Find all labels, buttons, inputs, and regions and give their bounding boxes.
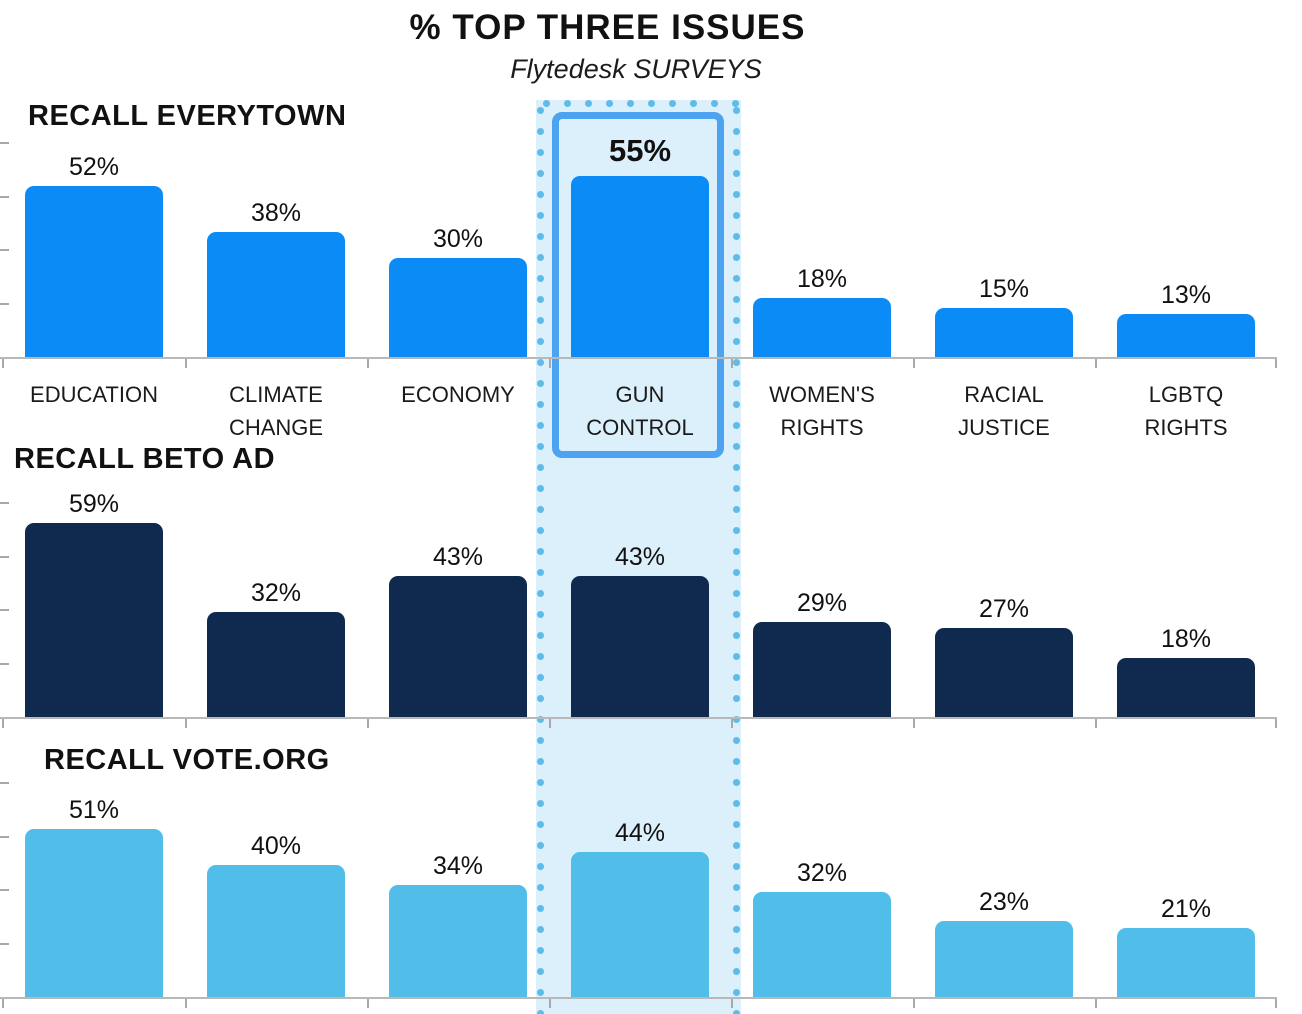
value-label-economy-recall-vote-org: 34% — [432, 852, 484, 880]
x-axis — [0, 717, 1277, 719]
y-axis-tick — [0, 249, 9, 251]
bar-gun-control-recall-vote-org — [571, 852, 709, 997]
panel-title-recall-everytown: RECALL EVERYTOWN — [28, 100, 347, 132]
bar-women-s-rights-recall-everytown — [753, 298, 891, 357]
x-axis-tick — [185, 359, 187, 368]
value-label-gun-control-recall-everytown: 55% — [608, 133, 672, 168]
x-axis-tick — [1095, 359, 1097, 368]
bar-education-recall-vote-org — [25, 829, 163, 997]
x-axis-tick — [549, 719, 551, 728]
bar-economy-recall-beto-ad — [389, 576, 527, 717]
bar-racial-justice-recall-beto-ad — [935, 628, 1073, 717]
bar-lgbtq-rights-recall-everytown — [1117, 314, 1255, 357]
y-axis-tick — [0, 609, 9, 611]
x-axis-tick — [1095, 999, 1097, 1008]
category-label-climate-change: CLIMATE CHANGE — [228, 382, 324, 440]
y-axis-tick — [0, 836, 9, 838]
x-axis-tick — [731, 359, 733, 368]
x-axis-tick — [913, 719, 915, 728]
bar-gun-control-recall-beto-ad — [571, 576, 709, 717]
x-axis-tick — [367, 719, 369, 728]
x-axis-tick — [2, 359, 4, 368]
x-axis-tick — [1275, 719, 1277, 728]
value-label-education-recall-everytown: 52% — [68, 153, 120, 181]
value-label-education-recall-vote-org: 51% — [68, 796, 120, 824]
value-label-lgbtq-rights-recall-beto-ad: 18% — [1160, 625, 1212, 653]
value-label-racial-justice-recall-everytown: 15% — [978, 275, 1030, 303]
x-axis-tick — [185, 719, 187, 728]
value-label-climate-change-recall-everytown: 38% — [250, 199, 302, 227]
category-label-racial-justice: RACIAL JUSTICE — [958, 382, 1050, 440]
value-label-racial-justice-recall-beto-ad: 27% — [978, 595, 1030, 623]
panel-title-recall-beto-ad: RECALL BETO AD — [14, 443, 276, 475]
value-label-climate-change-recall-vote-org: 40% — [250, 832, 302, 860]
bar-racial-justice-recall-everytown — [935, 308, 1073, 357]
x-axis — [0, 997, 1277, 999]
value-label-economy-recall-everytown: 30% — [432, 225, 484, 253]
y-axis-tick — [0, 889, 9, 891]
bar-women-s-rights-recall-beto-ad — [753, 622, 891, 717]
bar-education-recall-everytown — [25, 186, 163, 357]
category-label-lgbtq-rights: LGBTQ RIGHTS — [1144, 382, 1228, 440]
value-label-education-recall-beto-ad: 59% — [68, 490, 120, 518]
bar-climate-change-recall-vote-org — [207, 865, 345, 997]
x-axis-tick — [731, 719, 733, 728]
x-axis-tick — [731, 999, 733, 1008]
category-label-education: EDUCATION — [30, 382, 158, 407]
y-axis-tick — [0, 303, 9, 305]
value-label-lgbtq-rights-recall-everytown: 13% — [1160, 281, 1212, 309]
bar-climate-change-recall-everytown — [207, 232, 345, 357]
chart-subtitle: Flytedesk SURVEYS — [510, 54, 762, 84]
x-axis-tick — [2, 719, 4, 728]
value-label-women-s-rights-recall-everytown: 18% — [796, 265, 848, 293]
bar-climate-change-recall-beto-ad — [207, 612, 345, 717]
highlight-band-dotted-border-left — [536, 100, 545, 1014]
category-label-economy: ECONOMY — [401, 382, 515, 407]
x-axis-tick — [913, 999, 915, 1008]
bar-racial-justice-recall-vote-org — [935, 921, 1073, 997]
value-label-economy-recall-beto-ad: 43% — [432, 543, 484, 571]
gun-control-callout-box — [552, 112, 724, 458]
bar-economy-recall-everytown — [389, 258, 527, 357]
x-axis-tick — [367, 999, 369, 1008]
x-axis — [0, 357, 1277, 359]
value-label-lgbtq-rights-recall-vote-org: 21% — [1160, 895, 1212, 923]
y-axis-tick — [0, 142, 9, 144]
value-label-gun-control-recall-vote-org: 44% — [614, 819, 666, 847]
y-axis-tick — [0, 556, 9, 558]
highlight-band-dotted-border-top — [536, 99, 741, 108]
y-axis-tick — [0, 782, 9, 784]
x-axis-tick — [2, 999, 4, 1008]
value-label-climate-change-recall-beto-ad: 32% — [250, 579, 302, 607]
x-axis-tick — [1095, 719, 1097, 728]
chart-title: % TOP THREE ISSUES — [409, 8, 806, 47]
value-label-gun-control-recall-beto-ad: 43% — [614, 543, 666, 571]
value-label-women-s-rights-recall-vote-org: 32% — [796, 859, 848, 887]
y-axis-tick — [0, 943, 9, 945]
y-axis-tick — [0, 502, 9, 504]
bar-education-recall-beto-ad — [25, 523, 163, 717]
highlight-band-dotted-border-right — [732, 100, 741, 1014]
bar-economy-recall-vote-org — [389, 885, 527, 997]
x-axis-tick — [1275, 999, 1277, 1008]
category-label-gun-control: GUN CONTROL — [586, 382, 694, 440]
y-axis-tick — [0, 196, 9, 198]
bar-women-s-rights-recall-vote-org — [753, 892, 891, 997]
x-axis-tick — [913, 359, 915, 368]
category-label-women-s-rights: WOMEN'S RIGHTS — [769, 382, 875, 440]
bar-gun-control-recall-everytown — [571, 176, 709, 357]
bar-lgbtq-rights-recall-beto-ad — [1117, 658, 1255, 717]
y-axis-tick — [0, 663, 9, 665]
bar-lgbtq-rights-recall-vote-org — [1117, 928, 1255, 997]
x-axis-tick — [1275, 359, 1277, 368]
x-axis-tick — [549, 999, 551, 1008]
value-label-women-s-rights-recall-beto-ad: 29% — [796, 589, 848, 617]
panel-title-recall-vote-org: RECALL VOTE.ORG — [44, 744, 330, 776]
value-label-racial-justice-recall-vote-org: 23% — [978, 888, 1030, 916]
x-axis-tick — [549, 359, 551, 368]
x-axis-tick — [367, 359, 369, 368]
x-axis-tick — [185, 999, 187, 1008]
